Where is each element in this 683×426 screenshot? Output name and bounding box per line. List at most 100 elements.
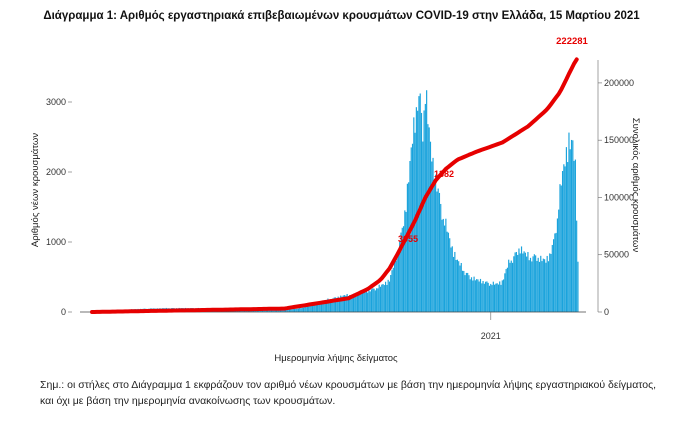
bar	[381, 284, 383, 312]
bar	[406, 183, 408, 312]
bar	[333, 297, 335, 312]
bar	[296, 308, 298, 312]
bar	[577, 261, 579, 312]
bar	[431, 161, 433, 312]
bar	[324, 300, 326, 312]
bar	[504, 273, 506, 312]
bar	[308, 306, 310, 312]
bar	[538, 261, 541, 312]
bar	[356, 293, 358, 312]
bar	[355, 295, 357, 312]
bar	[465, 272, 467, 312]
bar	[293, 309, 296, 312]
bar	[472, 280, 474, 312]
bar	[552, 239, 555, 312]
bar	[352, 293, 355, 312]
bar	[527, 252, 529, 312]
bar	[563, 164, 565, 312]
bar	[565, 147, 567, 312]
bar	[573, 160, 575, 312]
bar	[382, 284, 384, 312]
bar	[511, 262, 514, 312]
bar	[386, 284, 388, 312]
cumulative-line-series	[90, 57, 579, 314]
bar	[486, 281, 488, 312]
y-tick-label: 3000	[46, 97, 66, 107]
bar	[340, 295, 342, 312]
bar	[429, 141, 432, 312]
bar	[537, 257, 539, 312]
bar	[496, 283, 498, 312]
bar	[291, 309, 293, 312]
bar	[270, 309, 273, 312]
bar	[335, 297, 337, 312]
bar	[360, 293, 362, 312]
bar	[474, 280, 476, 312]
bar	[318, 302, 320, 312]
bar	[532, 256, 534, 312]
bar	[278, 309, 280, 312]
bar	[561, 171, 564, 312]
bar	[315, 304, 317, 312]
bar	[564, 166, 566, 312]
bar	[329, 299, 332, 312]
bar	[441, 219, 443, 312]
bar	[458, 261, 460, 312]
bar	[420, 112, 423, 312]
bar	[446, 231, 448, 312]
bar	[311, 304, 314, 312]
bar	[460, 262, 462, 312]
bar	[514, 252, 516, 312]
bar	[463, 270, 465, 312]
bar	[314, 304, 316, 312]
bar	[542, 258, 544, 312]
bar	[483, 283, 485, 312]
bar	[558, 209, 560, 312]
bar	[555, 232, 557, 312]
bar	[288, 309, 291, 312]
bar	[287, 309, 289, 312]
bar	[455, 259, 457, 312]
bar	[501, 280, 503, 312]
bar	[396, 255, 398, 312]
bar	[540, 255, 542, 312]
y-tick-label: 2000	[46, 167, 66, 177]
bar	[295, 308, 297, 312]
line-callout-label: 3055	[398, 234, 418, 244]
x-axis: 2021	[481, 312, 501, 341]
bar	[508, 259, 510, 312]
bar	[436, 191, 438, 312]
bar	[547, 261, 550, 312]
bar	[402, 226, 405, 312]
bar	[349, 294, 351, 312]
bar	[427, 124, 429, 312]
cumulative-line	[90, 57, 579, 314]
bar	[423, 110, 425, 312]
bar	[461, 270, 464, 312]
bar	[341, 296, 343, 312]
bar	[413, 117, 415, 312]
bar	[476, 279, 478, 312]
bar	[346, 293, 348, 312]
bar	[331, 299, 333, 312]
bar	[442, 218, 444, 312]
bar	[351, 294, 353, 312]
bar	[373, 288, 375, 312]
bar	[482, 281, 484, 312]
bar	[277, 309, 279, 312]
bar	[336, 298, 338, 312]
bar	[570, 139, 573, 312]
bar	[473, 276, 475, 312]
y2-tick-label: 0	[604, 307, 609, 317]
bar	[529, 257, 532, 312]
bar	[479, 278, 482, 312]
bar	[305, 306, 307, 312]
bar	[368, 290, 370, 312]
bar	[337, 296, 339, 312]
bar	[487, 282, 489, 312]
bar	[499, 281, 501, 312]
bar	[506, 267, 509, 312]
bar	[488, 285, 491, 312]
bar	[397, 253, 400, 312]
bar	[437, 188, 439, 312]
